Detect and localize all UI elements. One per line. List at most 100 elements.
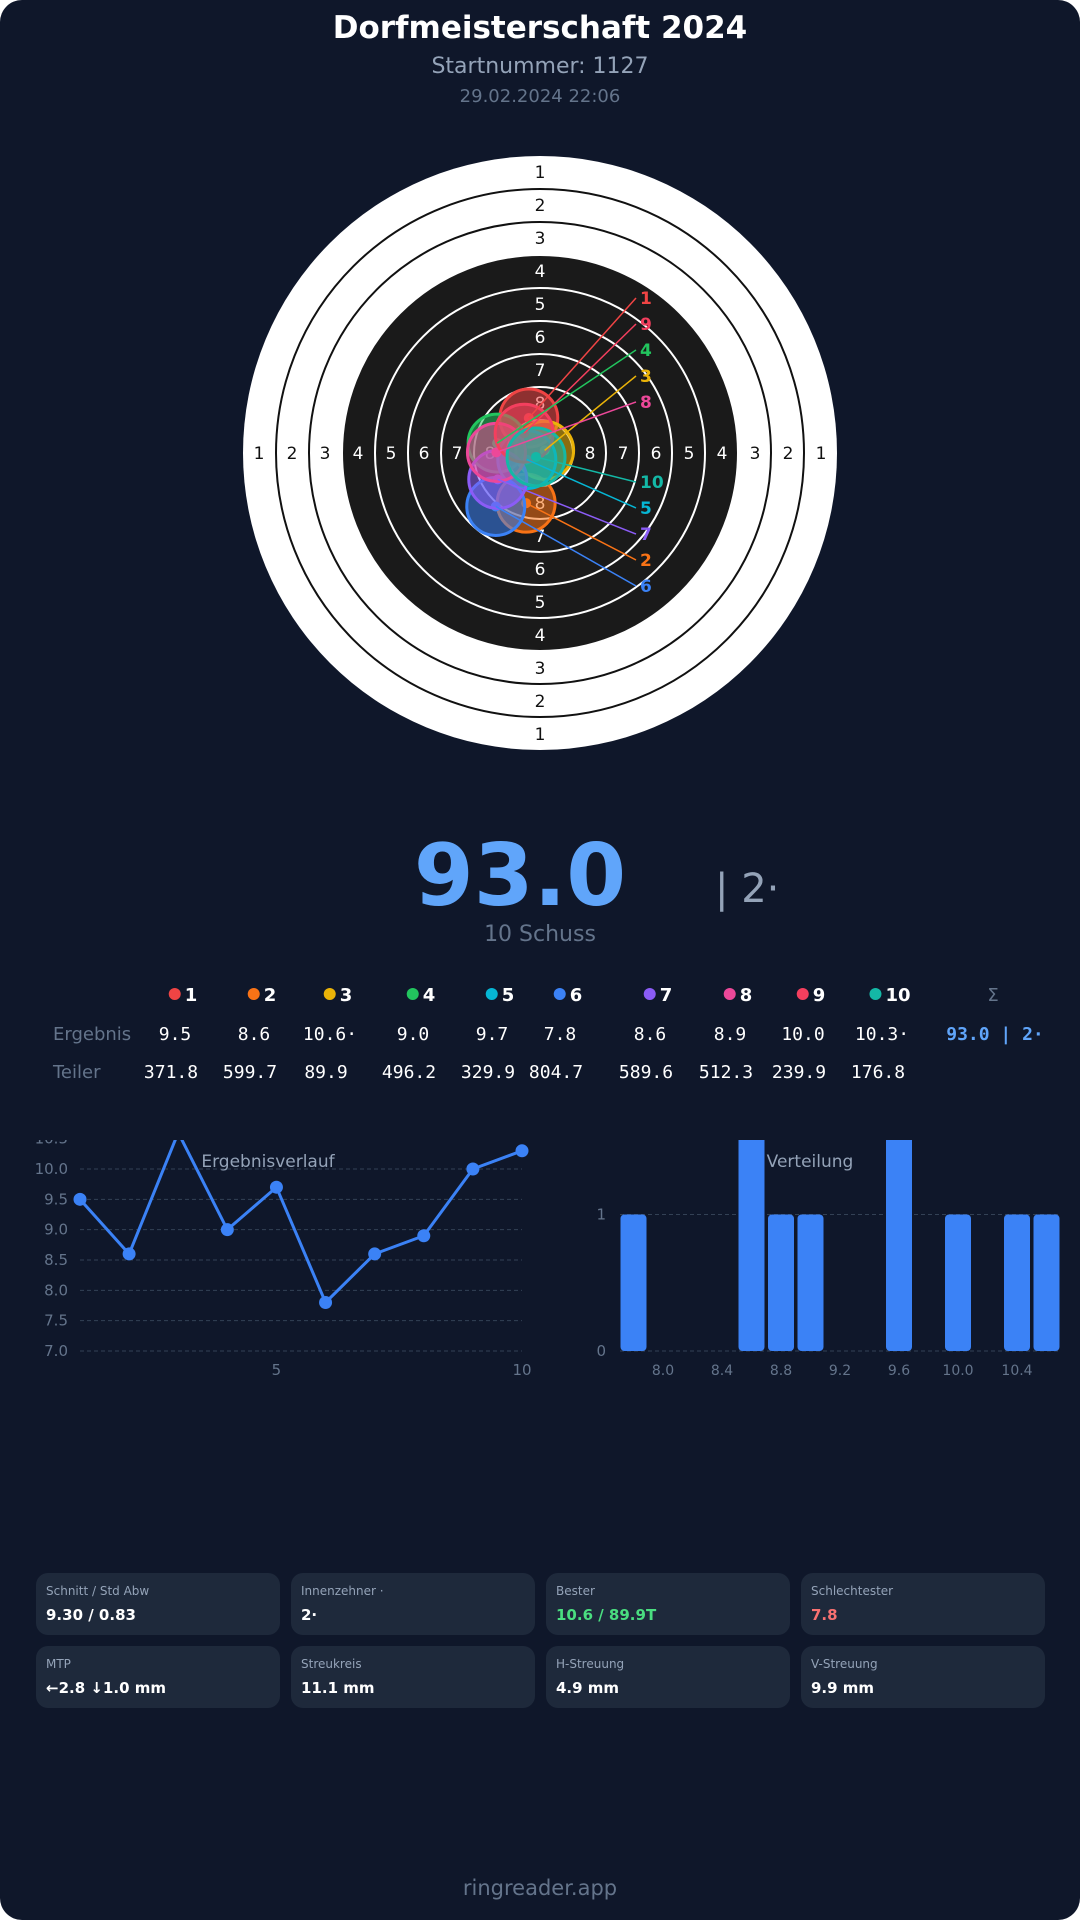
divider-cell: 599.7 — [222, 1062, 278, 1083]
ring-line — [374, 287, 706, 619]
shot-leader-line — [544, 375, 637, 451]
divider-cell: 371.8 — [143, 1062, 199, 1083]
result-cell: 8.6 — [633, 1024, 667, 1045]
stat-label: H-Streuung — [556, 1657, 625, 1671]
footer-link[interactable]: ringreader.app — [462, 1876, 618, 1900]
legend-item: 3 — [323, 985, 352, 1006]
dividers-row: Teiler 371.8 599.7 89.9 496.2 329.9 804.7 589.… — [0, 1062, 1080, 1092]
ring-label: 2 — [783, 444, 794, 464]
ring-label: 5 — [386, 444, 397, 464]
y-tick-label: 7.0 — [44, 1342, 68, 1360]
ring-label: 6 — [535, 328, 546, 348]
ring-label: 2 — [535, 196, 546, 216]
bar — [738, 1140, 765, 1351]
legend-label: 10 — [885, 985, 911, 1006]
result-cell: 9.7 — [475, 1024, 509, 1045]
bar — [945, 1214, 971, 1351]
datetime: 29.02.2024 22:06 — [459, 86, 621, 107]
ring-line — [308, 221, 772, 685]
stat-value: 9.30 / 0.83 — [46, 1606, 136, 1624]
stat-card: Streukreis 11.1 mm — [291, 1646, 535, 1708]
ring-label: 6 — [651, 444, 662, 464]
legend-item: 8 — [723, 985, 752, 1006]
color-dot-icon — [406, 988, 419, 1000]
shot-leader-line — [525, 502, 637, 561]
shot-number: 7 — [640, 525, 652, 545]
divider-cell: 89.9 — [304, 1062, 348, 1083]
ring-label: 5 — [535, 295, 546, 315]
legend-item: 1 — [168, 985, 197, 1006]
result-cell: 8.6 — [237, 1024, 271, 1045]
bar — [768, 1214, 794, 1351]
color-dot-icon — [168, 988, 181, 1000]
legend-label: 5 — [501, 985, 515, 1006]
ring-label: 4 — [535, 262, 546, 282]
y-tick-label: 1 — [596, 1206, 606, 1224]
shot-number: 6 — [640, 577, 652, 597]
page-title: Dorfmeisterschaft 2024 — [332, 10, 748, 46]
result-cell: 10.0 — [781, 1024, 825, 1045]
stat-value: 9.9 mm — [811, 1679, 875, 1697]
line-chart: Ergebnisverlauf 7.0 7.5 8.0 8.5 9.0 9.5 10.0 10.… — [35, 1140, 532, 1379]
ring-label: 3 — [750, 444, 761, 464]
stat-label: Schlechtester — [811, 1584, 894, 1598]
ring-label: 2 — [535, 692, 546, 712]
inner-tens: | 2· — [715, 866, 780, 912]
color-dot-icon — [869, 988, 882, 1000]
bar — [1033, 1214, 1060, 1351]
ring-label: 5 — [535, 593, 546, 613]
result-cell: 8.9 — [713, 1024, 747, 1045]
ring-label: 7 — [535, 361, 546, 381]
ring-label: 2 — [287, 444, 298, 464]
stat-value: 10.6 / 89.9T — [556, 1606, 657, 1624]
shot-leader-line — [495, 505, 637, 587]
color-dot-icon — [553, 988, 566, 1000]
divider-cell: 329.9 — [460, 1062, 516, 1083]
ring-line — [407, 320, 673, 586]
y-tick-label: 9.0 — [44, 1221, 68, 1239]
data-point — [122, 1247, 136, 1261]
stat-value: 7.8 — [811, 1606, 838, 1624]
stat-card: MTP ←2.8 ↓1.0 mm — [36, 1646, 280, 1708]
chart-title: Ergebnisverlauf — [201, 1152, 335, 1172]
shot-number: 5 — [640, 499, 652, 519]
stat-label: Streukreis — [301, 1657, 362, 1671]
stat-value: 11.1 mm — [301, 1679, 375, 1697]
x-tick-label: 5 — [272, 1361, 282, 1379]
shot-number: 1 — [640, 289, 652, 309]
total-cell: 93.0 | 2· — [946, 1024, 1044, 1045]
y-tick-label: 0 — [596, 1342, 606, 1360]
ring-label: 1 — [816, 444, 827, 464]
color-dot-icon — [723, 988, 736, 1000]
shot-number: 8 — [640, 393, 652, 413]
legend-label: 6 — [569, 985, 583, 1006]
shot-leader-line — [526, 458, 637, 509]
data-point — [466, 1162, 480, 1176]
shot-number: 4 — [640, 341, 652, 361]
ring-label: 3 — [535, 659, 546, 679]
y-tick-label: 7.5 — [44, 1312, 68, 1330]
shot-leader-line — [523, 323, 637, 434]
data-point — [368, 1247, 382, 1261]
data-point — [319, 1295, 333, 1309]
color-dot-icon — [247, 988, 260, 1000]
stat-card: Schlechtester 7.8 — [801, 1573, 1045, 1635]
shot-leader-line — [535, 456, 637, 483]
bar-chart: Verteilung0128.08.48.89.29.610.010.4 — [596, 1140, 1060, 1379]
series-line — [78, 1140, 523, 1306]
stat-label: Bester — [556, 1584, 595, 1598]
data-point — [269, 1180, 283, 1194]
stat-card: Schnitt / Std Abw 9.30 / 0.83 — [36, 1573, 280, 1635]
ring-label: 1 — [254, 444, 265, 464]
x-tick-label: 8.4 — [711, 1363, 733, 1379]
data-point — [515, 1144, 529, 1158]
shot-leader-line — [496, 349, 637, 444]
legend-item: 10 — [869, 985, 911, 1006]
legend-label: 4 — [422, 985, 436, 1006]
x-tick-label: 10.0 — [942, 1363, 973, 1379]
x-tick-label: 8.0 — [652, 1363, 674, 1379]
stat-value: ←2.8 ↓1.0 mm — [46, 1679, 166, 1697]
ring-label: 6 — [419, 444, 430, 464]
stat-value: 2· — [301, 1606, 318, 1624]
y-tick-label: 9.5 — [44, 1190, 68, 1208]
